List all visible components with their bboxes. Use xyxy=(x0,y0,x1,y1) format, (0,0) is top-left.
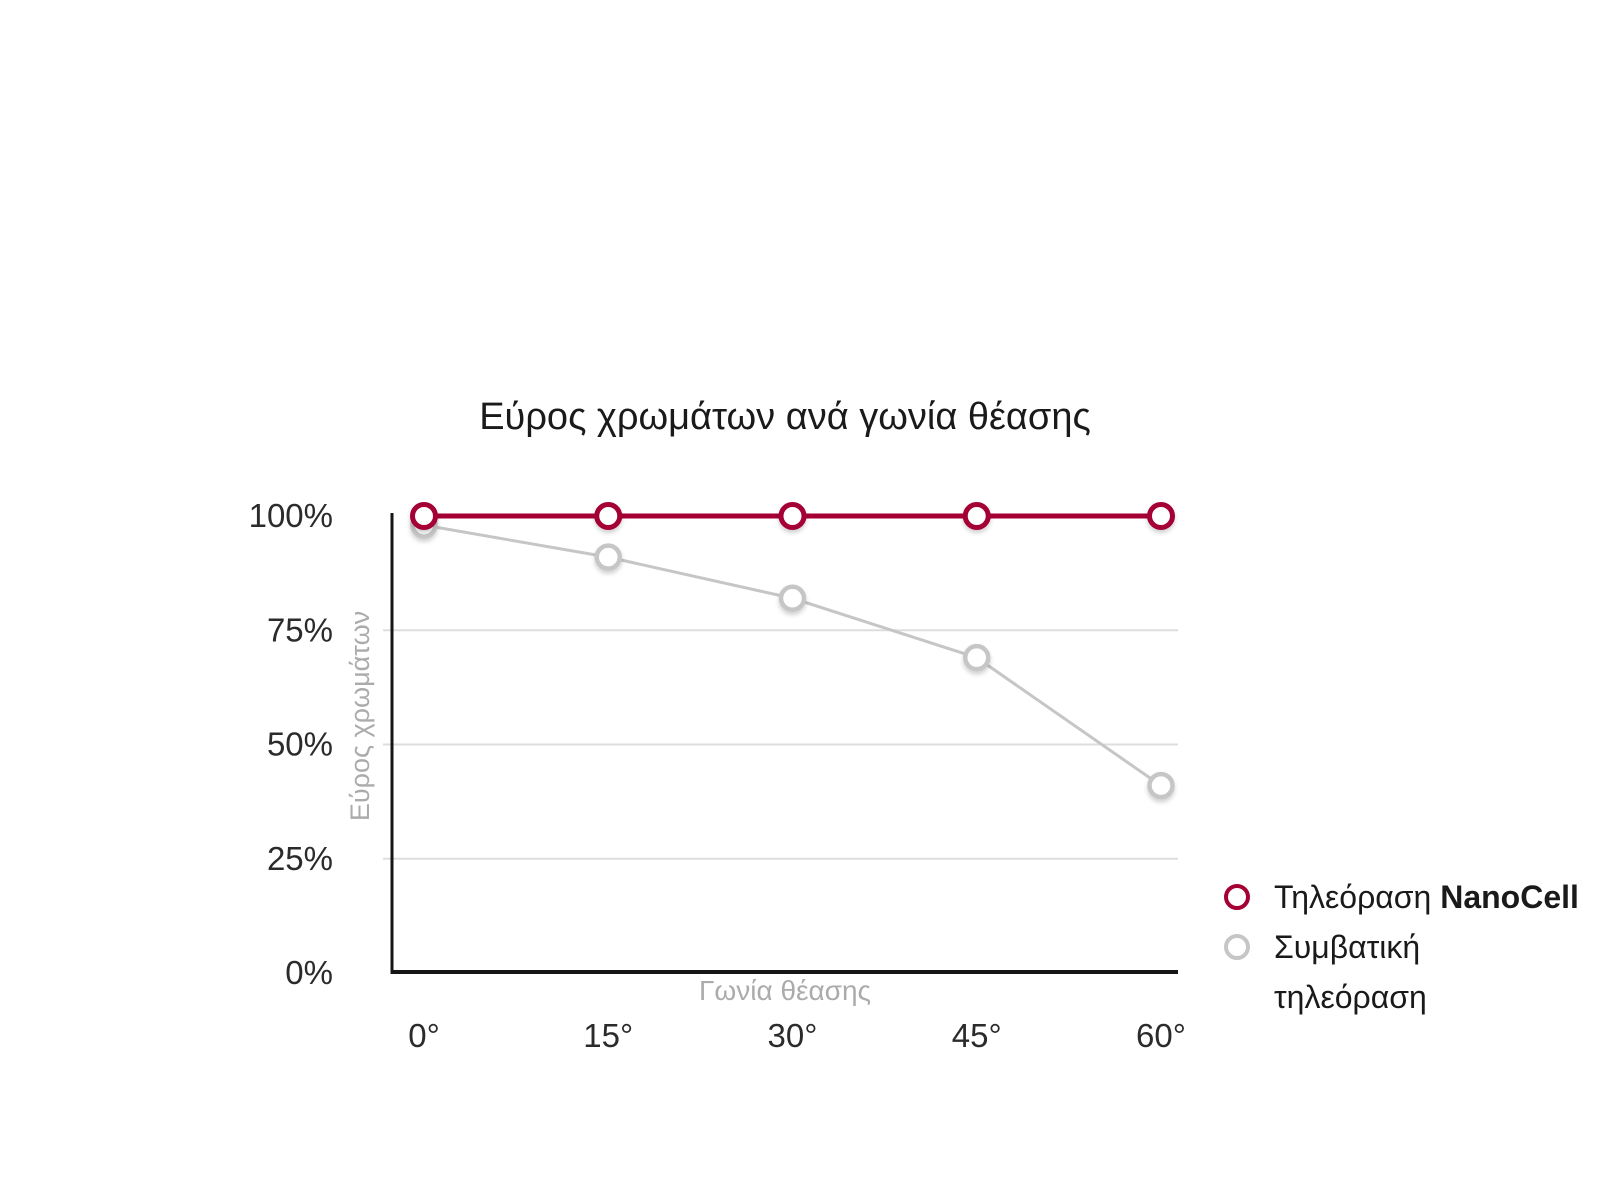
legend-label-nanocell: Τηλεόραση NanoCell xyxy=(1274,872,1579,922)
x-tick-label-30°: 30° xyxy=(768,1017,818,1054)
legend-label-nanocell-regular: Τηλεόραση xyxy=(1274,879,1432,915)
y-tick-label-75%: 75% xyxy=(267,611,333,648)
series-line-conventional xyxy=(423,523,1162,787)
marker-nanocell-60° xyxy=(1147,502,1175,530)
marker-nanocell-30° xyxy=(778,502,807,530)
y-axis-title: Εύρος χρωμάτων xyxy=(345,611,375,821)
marker-nanocell-45° xyxy=(962,502,991,530)
x-tick-label-45°: 45° xyxy=(952,1017,1002,1054)
y-tick-label-100%: 100% xyxy=(249,497,333,534)
x-tick-label-0°: 0° xyxy=(408,1017,440,1054)
y-tick-label-0%: 0% xyxy=(285,954,333,991)
legend-item-nanocell: Τηλεόραση NanoCell xyxy=(1224,872,1579,922)
chart-title: Εύρος χρωμάτων ανά γωνία θέασης xyxy=(479,396,1091,438)
legend-label-conventional: Συμβατική τηλεόραση xyxy=(1274,929,1427,1015)
marker-conventional-45° xyxy=(963,643,991,672)
legend-label-nanocell-bold: NanoCell xyxy=(1440,879,1579,915)
y-tick-label-25%: 25% xyxy=(267,840,333,877)
x-tick-label-15°: 15° xyxy=(583,1017,633,1054)
marker-nanocell-0° xyxy=(410,502,438,530)
conventional-series-circle-icon xyxy=(1224,934,1250,960)
chart-legend: Τηλεόραση NanoCell Συμβατική τηλεόραση xyxy=(1224,872,1579,1022)
x-axis-title: Γωνία θέασης xyxy=(699,975,871,1006)
nanocell-series-circle-icon xyxy=(1224,884,1250,910)
marker-conventional-60° xyxy=(1147,771,1175,800)
marker-conventional-15° xyxy=(594,543,622,571)
x-tick-label-60°: 60° xyxy=(1136,1017,1186,1054)
marker-conventional-30° xyxy=(778,584,807,613)
marker-nanocell-15° xyxy=(594,502,623,530)
y-tick-label-50%: 50% xyxy=(267,726,333,763)
legend-item-conventional: Συμβατική τηλεόραση xyxy=(1224,922,1579,1022)
